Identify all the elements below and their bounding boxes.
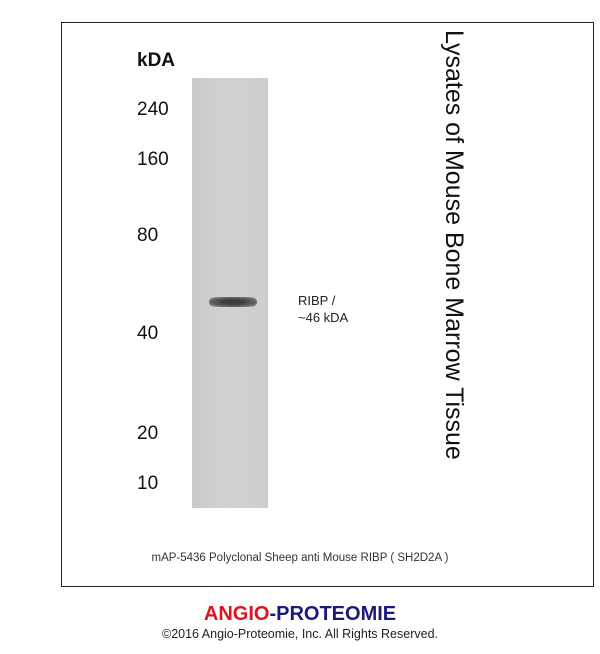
brand-sep: - (269, 603, 277, 625)
marker-20: 20 (137, 423, 159, 444)
marker-40: 40 (137, 323, 159, 344)
marker-160: 160 (137, 149, 169, 170)
figure-frame (61, 22, 594, 587)
marker-240: 240 (137, 99, 169, 120)
sample-title: Lysates of Mouse Bone Marrow Tissue (440, 30, 468, 460)
brand-part2: PROTEOMIE (276, 603, 397, 625)
band-label-size: ~46 kDA (298, 310, 349, 325)
brand-part1: ANGIO (203, 603, 270, 625)
band-label-name: RIBP / (298, 293, 336, 308)
marker-80: 80 (137, 225, 159, 246)
protein-band (209, 297, 257, 307)
copyright: ©2016 Angio-Proteomie, Inc. All Rights R… (161, 627, 439, 641)
marker-10: 10 (137, 473, 159, 494)
blot-lane (192, 78, 268, 508)
brand-logo: ANGIO-PROTEOMIE (0, 603, 600, 626)
caption: mAP-5436 Polyclonal Sheep anti Mouse RIB… (151, 552, 449, 564)
unit-label: kDA (137, 50, 176, 71)
band-label: RIBP / ~46 kDA (298, 292, 348, 326)
